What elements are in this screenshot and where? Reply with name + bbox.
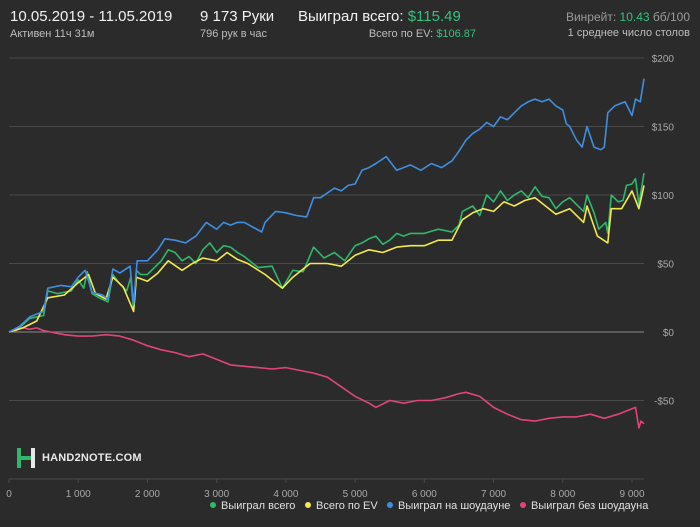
y-tick-label: $100: [652, 191, 675, 202]
legend-label-non-showdown: Выиграл без шоудауна: [531, 500, 649, 512]
hands-count: 9 173 Руки: [200, 8, 275, 25]
winnings-block: Выиграл всего: $115.49 Всего по EV: $106…: [298, 8, 476, 40]
series-line-won-total: [8, 172, 645, 333]
ev-label: Всего по EV:: [368, 28, 434, 40]
legend-label-showdown: Выиграл на шоудауне: [398, 500, 511, 512]
x-tick-label: 0: [6, 489, 12, 500]
brand-logo: HAND2NOTE.COM: [16, 446, 142, 470]
series-line-ev: [8, 185, 645, 333]
winrate-value: 10.43: [619, 10, 650, 24]
legend-label-won-total: Выиграл всего: [221, 500, 296, 512]
summary-header: 10.05.2019 - 11.05.2019 Активен 11ч 31м …: [0, 0, 700, 54]
winrate: Винрейт: 10.43 бб/100: [566, 10, 690, 24]
ev-total: Всего по EV: $106.87: [298, 28, 476, 40]
y-tick-label: $0: [663, 328, 675, 339]
tables-count: 1 среднее число столов: [567, 27, 690, 39]
legend-item-non-showdown[interactable]: Выиграл без шоудауна: [520, 500, 648, 516]
won-total-label: Выиграл всего:: [298, 8, 404, 25]
date-range: 10.05.2019 - 11.05.2019: [10, 8, 173, 25]
won-total: Выиграл всего: $115.49: [298, 8, 476, 25]
x-tick-label: 3 000: [204, 489, 229, 500]
x-tick-label: 1 000: [66, 489, 91, 500]
winrate-label: Винрейт:: [565, 10, 617, 24]
legend-item-won-total[interactable]: Выиграл всего: [210, 500, 295, 516]
legend-item-ev[interactable]: Всего по EV: [305, 500, 378, 516]
legend-dot-non-showdown: [520, 502, 526, 508]
winrate-block: Винрейт: 10.43 бб/100 1 среднее число ст…: [566, 10, 690, 39]
logo-text: HAND2NOTE.COM: [42, 452, 142, 464]
legend-dot-showdown: [387, 502, 393, 508]
line-chart: -$50 $0 $50 $100 $150 $200 0 1 000 2 000 3 000 4 0…: [6, 54, 675, 500]
legend-label-ev: Всего по EV: [316, 500, 378, 512]
legend-item-showdown[interactable]: Выиграл на шоудауне: [387, 500, 510, 516]
chart-area: -$50 $0 $50 $100 $150 $200 0 1 000 2 000 3 000 4 0…: [0, 54, 700, 527]
y-tick-label: $50: [657, 260, 674, 271]
won-total-value: $115.49: [407, 8, 461, 25]
x-tick-label: 8 000: [550, 489, 575, 500]
x-tick-label: 4 000: [273, 489, 298, 500]
x-tick-label: 6 000: [412, 489, 437, 500]
series-line-showdown: [8, 78, 645, 333]
y-tick-label: $150: [652, 123, 675, 134]
hand2note-logo-icon: [17, 448, 35, 468]
legend-dot-won-total: [210, 502, 216, 508]
x-tick-label: 2 000: [135, 489, 160, 500]
winrate-unit: бб/100: [652, 10, 690, 24]
hands-per-hour: 796 рук в час: [200, 28, 268, 40]
y-tick-label: $200: [652, 54, 675, 65]
x-tick-label: 7 000: [481, 489, 506, 500]
ev-value: $106.87: [436, 28, 476, 40]
series-line-non-showdown: [8, 327, 645, 429]
legend-dot-ev: [305, 502, 311, 508]
hands-block: 9 173 Руки 796 рук в час: [200, 8, 274, 40]
x-tick-label: 9 000: [620, 489, 645, 500]
session-period: 10.05.2019 - 11.05.2019 Активен 11ч 31м: [10, 8, 172, 40]
x-tick-label: 5 000: [343, 489, 368, 500]
active-time: Активен 11ч 31м: [10, 28, 95, 40]
y-tick-label: -$50: [654, 397, 674, 408]
